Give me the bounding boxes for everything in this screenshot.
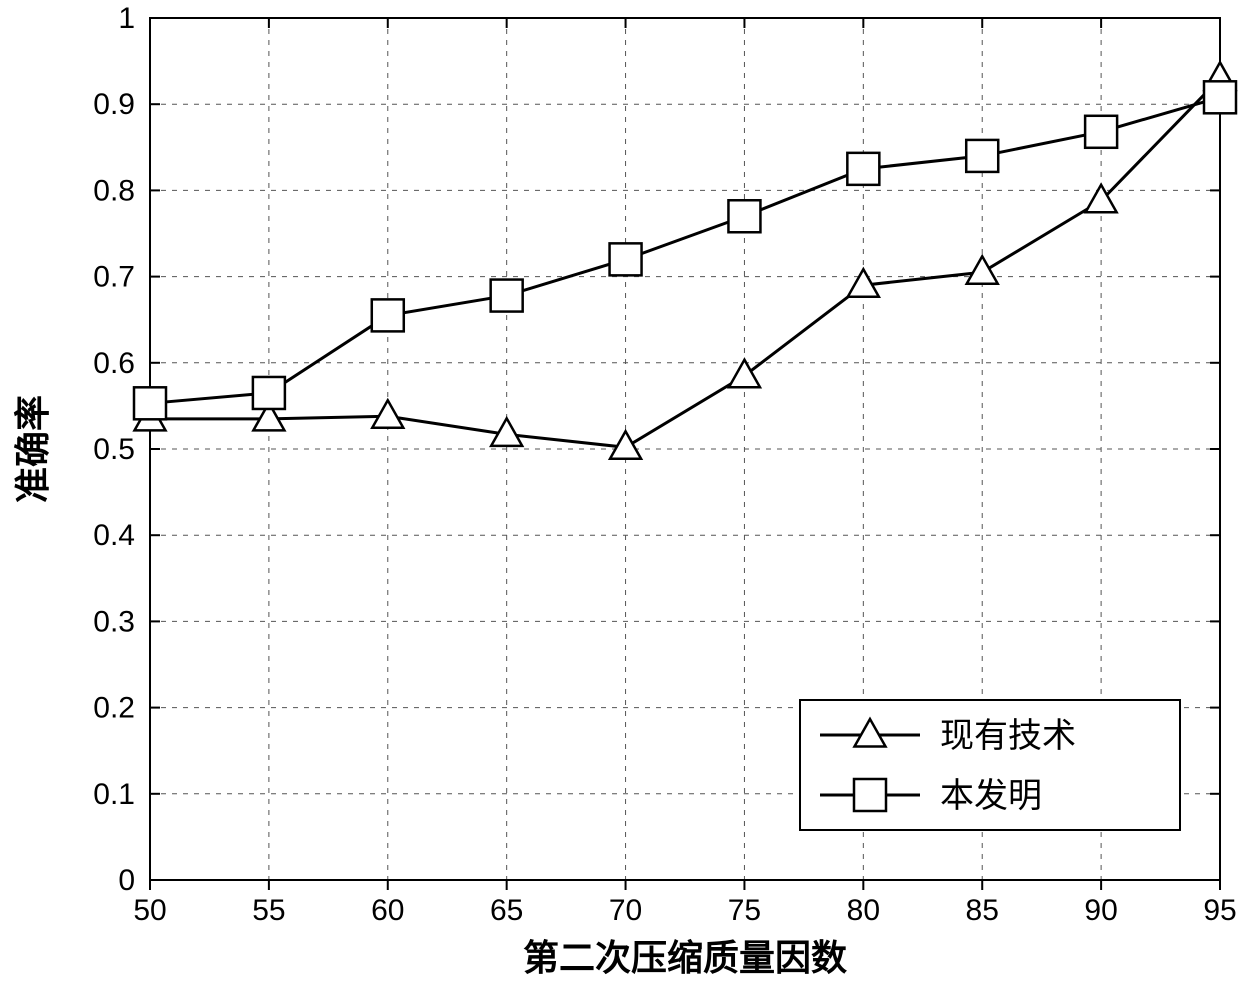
series-marker-1: [134, 387, 166, 419]
x-tick-label: 75: [728, 894, 761, 927]
x-tick-label: 80: [847, 894, 880, 927]
line-chart: 50 55 60 65 70 75 80 85 90 95 0 0.1 0.2 0.3 0.4 0.5 0.6 0…: [0, 0, 1240, 982]
x-tick-label: 90: [1084, 894, 1117, 927]
x-axis-label: 第二次压缩质量因数: [523, 937, 847, 978]
y-tick-label: 0.4: [93, 519, 135, 552]
y-tick-label: 0.8: [93, 174, 135, 207]
y-tick-label: 0.1: [93, 778, 135, 811]
x-tick-label: 50: [133, 894, 166, 927]
series-marker-1: [847, 153, 879, 185]
x-tick-label: 55: [252, 894, 285, 927]
legend-label: 本发明: [940, 777, 1042, 815]
series-marker-1: [1085, 116, 1117, 148]
series-marker-1: [966, 140, 998, 172]
y-axis-label: 准确率: [12, 395, 53, 503]
x-tick-label: 70: [609, 894, 642, 927]
legend-marker: [854, 779, 886, 811]
series-marker-1: [1204, 81, 1236, 113]
y-tick-label: 0.5: [93, 433, 135, 466]
x-tick-label: 60: [371, 894, 404, 927]
y-tick-label: 0.3: [93, 605, 135, 638]
legend-label: 现有技术: [940, 717, 1076, 755]
y-tick-label: 1: [118, 2, 135, 35]
series-marker-1: [610, 243, 642, 275]
y-tick-label: 0: [118, 864, 135, 897]
y-tick-label: 0.9: [93, 88, 135, 121]
series-marker-1: [491, 280, 523, 312]
series-marker-1: [253, 377, 285, 409]
series-marker-1: [372, 299, 404, 331]
series-marker-1: [728, 200, 760, 232]
chart-container: 50 55 60 65 70 75 80 85 90 95 0 0.1 0.2 0.3 0.4 0.5 0.6 0…: [0, 0, 1240, 982]
y-tick-label: 0.7: [93, 261, 135, 294]
x-tick-label: 65: [490, 894, 523, 927]
x-tick-label: 95: [1203, 894, 1236, 927]
x-tick-label: 85: [966, 894, 999, 927]
y-tick-label: 0.2: [93, 692, 135, 725]
y-tick-label: 0.6: [93, 347, 135, 380]
